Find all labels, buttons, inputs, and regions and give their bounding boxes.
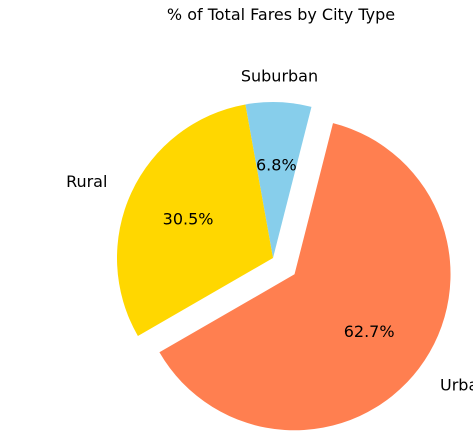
pie-slice-rural <box>116 104 273 336</box>
pie-slice-urban <box>159 123 451 431</box>
slice-label-urban: Urban <box>440 376 473 395</box>
slice-percent-suburban: 6.8% <box>256 155 297 174</box>
pie-slices <box>116 102 451 431</box>
slice-label-rural: Rural <box>66 172 107 191</box>
chart-title: % of Total Fares by City Type <box>167 5 395 24</box>
pie-labels: Urban 62.7% Suburban 6.8% Rural 30.5% <box>66 67 473 395</box>
slice-percent-urban: 62.7% <box>344 322 395 341</box>
slice-label-suburban: Suburban <box>241 67 318 86</box>
slice-percent-rural: 30.5% <box>163 210 214 229</box>
pie-slice-suburban <box>245 102 312 259</box>
